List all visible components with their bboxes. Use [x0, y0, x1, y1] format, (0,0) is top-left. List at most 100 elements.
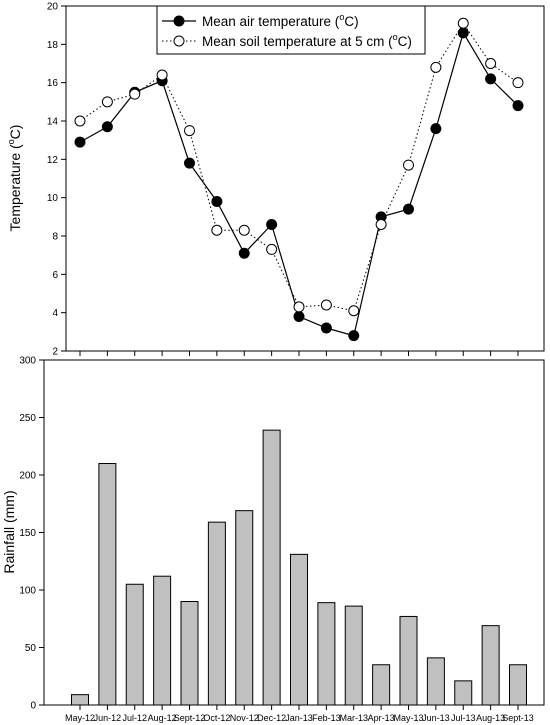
rainfall-x-tick-label: Jun-12 [94, 713, 122, 723]
rainfall-bar-may-13 [399, 615, 418, 706]
soil-temperature-point-dec-12 [266, 243, 278, 255]
rainfall-bar-aug-13 [481, 625, 500, 706]
soil-temperature-point-feb-13 [320, 299, 332, 311]
legend-air-label: Mean air temperature (oC) [202, 12, 359, 29]
temperature-y-tick-label: 10 [47, 193, 59, 204]
rainfall-x-tick-label: Dec-12 [257, 713, 286, 723]
temperature-legend: Mean air temperature (oC) Mean soil temp… [156, 5, 426, 55]
legend-soil-label: Mean soil temperature at 5 cm (oC) [202, 32, 412, 49]
air-temperature-point-jul-13 [457, 27, 469, 39]
rainfall-x-tick-label: Mar-13 [339, 713, 368, 723]
legend-air-label-main: Mean air temperature ( [202, 14, 340, 29]
rainfall-bar-jul-13 [454, 680, 473, 706]
rainfall-x-tick-label: May-12 [65, 713, 95, 723]
temperature-y-axis-label: Temperature (oC) [6, 125, 23, 232]
rainfall-x-tick-label: May-13 [393, 713, 423, 723]
legend-box [156, 5, 426, 55]
soil-temperature-point-may-12 [74, 115, 86, 127]
rainfall-y-tick-label: 250 [19, 413, 36, 424]
rainfall-y-tick-label: 100 [19, 586, 36, 597]
soil-temperature-point-jul-13 [457, 17, 469, 29]
rainfall-x-tick-label: Jun-13 [422, 713, 450, 723]
legend-soil-label-main: Mean soil temperature at 5 cm ( [202, 34, 393, 49]
rainfall-x-tick-label: Aug-13 [476, 713, 505, 723]
soil-temperature-point-jul-12 [129, 88, 141, 100]
air-temperature-point-jan-13 [293, 311, 305, 322]
rainfall-x-tick-label: Jul-13 [451, 713, 476, 723]
rainfall-bar-sept-13 [509, 664, 527, 706]
rainfall-y-tick-label: 300 [19, 356, 36, 367]
air-temperature-point-may-13 [403, 203, 414, 215]
rainfall-y-axis-label: Rainfall (mm) [1, 490, 17, 573]
rainfall-bar-jul-12 [125, 583, 144, 706]
temperature-y-tick-label: 14 [47, 117, 59, 128]
soil-temperature-point-aug-13 [485, 58, 497, 69]
rainfall-bar-aug-12 [153, 575, 172, 706]
temperature-x-axis [79, 351, 519, 356]
legend-soil-marker [173, 35, 185, 47]
rainfall-y-tick-label: 200 [19, 471, 36, 482]
rainfall-bar-jun-13 [426, 657, 445, 706]
rainfall-bar-nov-12 [235, 510, 254, 706]
air-temperature-point-dec-12 [266, 219, 278, 230]
rainfall-bar-mar-13 [344, 605, 363, 706]
temperature-plot-frame [65, 5, 545, 352]
soil-temperature-point-jun-12 [101, 96, 113, 108]
rainfall-x-tick-label: Aug-12 [148, 713, 177, 723]
legend-air-marker [173, 15, 185, 27]
rainfall-x-tick-label: Jan-13 [285, 713, 313, 723]
air-temperature-point-nov-12 [238, 247, 250, 259]
rainfall-x-tick-label: Nov-12 [230, 713, 259, 723]
rainfall-y-axis: 0 50 100 150 200 250 300 [19, 356, 44, 712]
soil-temperature-point-oct-12 [211, 224, 223, 236]
soil-temperature-point-jan-13 [293, 301, 305, 313]
soil-temperature-line [79, 22, 519, 312]
rainfall-x-tick-label: Feb-13 [312, 713, 341, 723]
air-temperature-point-sept-13 [512, 100, 524, 112]
rainfall-bars [71, 429, 527, 706]
air-temperature-point-feb-13 [320, 322, 332, 334]
rainfall-x-tick-label: Apr-13 [368, 713, 395, 723]
temperature-y-tick-label: 8 [52, 232, 58, 243]
soil-temperature-point-aug-12 [156, 69, 168, 81]
temperature-y-tick-label: 18 [47, 40, 59, 51]
soil-temperature-point-jun-13 [430, 61, 442, 73]
air-temperature-point-aug-13 [485, 73, 497, 85]
legend-air-label-tail: C) [344, 14, 358, 29]
rainfall-bar-feb-13 [317, 602, 336, 706]
rainfall-y-tick-label: 150 [19, 528, 36, 539]
temperature-y-axis-label-sup: o [6, 139, 16, 144]
soil-temperature-point-sept-12 [184, 125, 195, 137]
air-temperature-point-oct-12 [211, 196, 223, 207]
rainfall-bar-dec-12 [262, 429, 281, 706]
rainfall-bar-apr-13 [372, 664, 391, 706]
temperature-y-axis: 2 4 6 8 10 12 14 16 18 20 [47, 2, 66, 358]
temperature-y-tick-label: 12 [47, 155, 59, 166]
temperature-y-tick-label: 2 [52, 347, 58, 358]
air-temperature-point-jun-13 [430, 123, 442, 135]
rainfall-bar-jan-13 [290, 553, 308, 706]
air-temperature-point-sept-12 [184, 157, 195, 169]
legend-air-label-sup: o [339, 12, 344, 22]
rainfall-x-tick-label: Oct-12 [203, 713, 230, 723]
legend-soil-label-tail: C) [398, 34, 412, 49]
soil-temperature-point-mar-13 [348, 305, 360, 317]
air-temperature-line [79, 31, 519, 337]
temperature-y-tick-label: 6 [52, 270, 58, 281]
soil-temperature-point-may-13 [403, 159, 414, 171]
soil-temperature-point-sept-13 [512, 77, 524, 89]
temperature-y-axis-label-main: Temperature ( [7, 144, 23, 231]
air-temperature-point-may-12 [74, 136, 86, 148]
rainfall-bar-oct-12 [207, 521, 226, 706]
temperature-y-tick-label: 4 [52, 308, 58, 319]
soil-temperature-point-nov-12 [238, 224, 250, 236]
rainfall-x-tick-label: Jul-12 [122, 713, 147, 723]
temperature-y-axis-label-tail: C) [7, 125, 23, 140]
air-temperature-point-mar-13 [348, 330, 360, 342]
rainfall-bar-may-12 [71, 694, 89, 706]
air-temperature-point-jun-12 [101, 121, 113, 133]
rainfall-x-tick-label: Sept-13 [502, 713, 534, 723]
